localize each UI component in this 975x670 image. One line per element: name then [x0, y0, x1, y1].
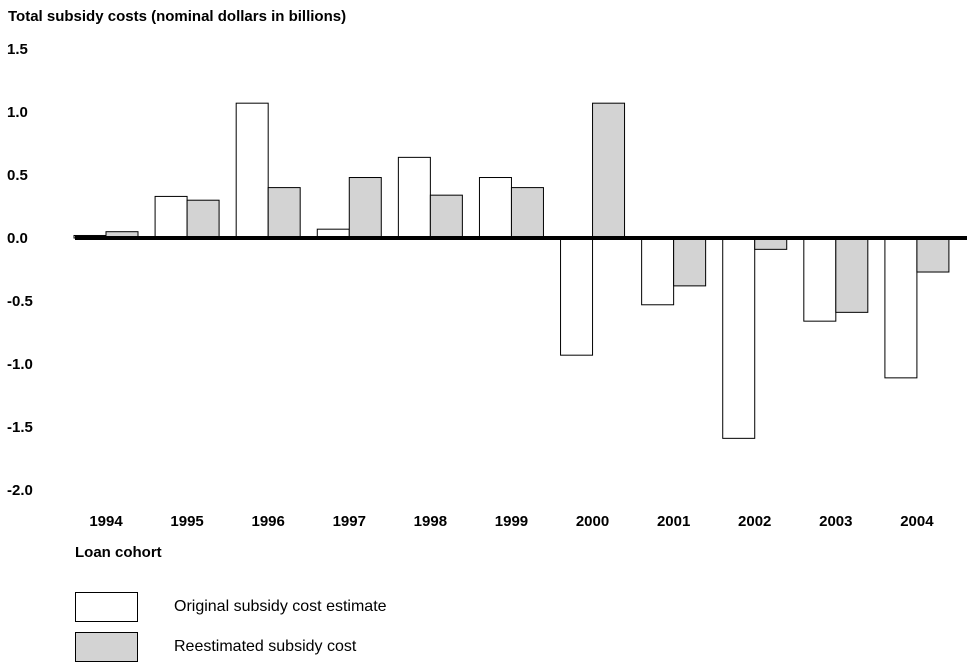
- y-tick-label: -1.0: [7, 356, 33, 373]
- x-tick-label: 1996: [251, 513, 284, 530]
- x-tick-label: 2001: [657, 513, 690, 530]
- bar-reestimated: [673, 237, 707, 287]
- y-tick-label: 1.5: [7, 41, 28, 58]
- bar-original: [803, 237, 837, 322]
- x-tick-label: 2002: [738, 513, 771, 530]
- bar-original: [722, 237, 756, 439]
- bar-original: [884, 237, 918, 379]
- legend-item-original: Original subsidy cost estimate: [75, 592, 387, 622]
- y-tick-label: 0.0: [7, 230, 28, 247]
- legend-label-original: Original subsidy cost estimate: [174, 598, 387, 615]
- bars: [73, 102, 950, 439]
- bar-original: [397, 156, 431, 239]
- legend-swatch-original: [75, 592, 138, 622]
- y-tick-label: -0.5: [7, 293, 33, 310]
- y-tick-label: -1.5: [7, 419, 33, 436]
- x-tick-label: 2000: [576, 513, 609, 530]
- y-tick-label: 1.0: [7, 104, 28, 121]
- y-tick-label: 0.5: [7, 167, 28, 184]
- bar-original: [560, 237, 594, 356]
- bar-reestimated: [429, 194, 463, 239]
- x-tick-label: 1999: [495, 513, 528, 530]
- x-axis-label: Loan cohort: [75, 544, 162, 561]
- bar-reestimated: [348, 177, 382, 239]
- x-tick-label: 1994: [89, 513, 123, 530]
- bar-original: [154, 195, 188, 239]
- bar-original: [235, 102, 269, 239]
- x-tick-label: 1998: [414, 513, 447, 530]
- bar-reestimated: [510, 187, 544, 239]
- bar-reestimated: [267, 187, 301, 239]
- bar-reestimated: [186, 199, 220, 239]
- legend-swatch-reestimated: [75, 632, 138, 662]
- legend-label-reestimated: Reestimated subsidy cost: [174, 638, 357, 655]
- x-tick-label: 1997: [333, 513, 366, 530]
- legend-item-reestimated: Reestimated subsidy cost: [75, 632, 356, 662]
- x-tick-label: 2004: [900, 513, 934, 530]
- x-axis-ticks: 1994 1995 1996 1997 1998 1999 2000 2001 2002 2003…: [89, 513, 934, 530]
- bar-reestimated: [592, 102, 626, 239]
- y-axis-ticks: 1.5 1.0 0.5 0.0 -0.5 -1.0 -1.5 -2.0: [7, 41, 33, 499]
- bar-original: [478, 177, 512, 239]
- x-tick-label: 1995: [170, 513, 203, 530]
- bar-reestimated: [916, 237, 950, 273]
- bar-original: [641, 237, 675, 306]
- y-tick-label: -2.0: [7, 482, 33, 499]
- chart-title: Total subsidy costs (nominal dollars in …: [8, 8, 346, 25]
- x-tick-label: 2003: [819, 513, 852, 530]
- bar-reestimated: [835, 237, 869, 313]
